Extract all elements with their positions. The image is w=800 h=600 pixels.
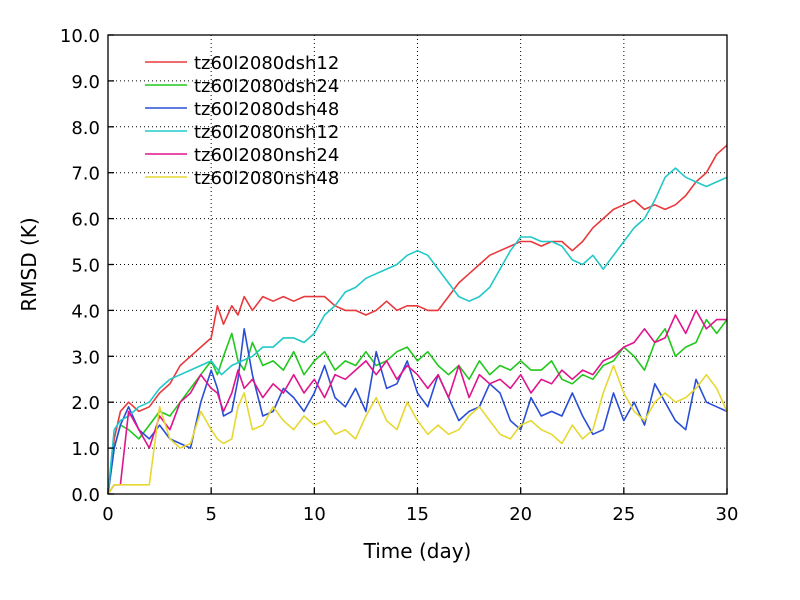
x-tick-label: 15 [406,504,429,525]
x-tick-label: 5 [205,504,216,525]
axis-ticks: 0 5 10 15 20 25 30 0.0 1.0 2.0 3.0 4.0 5.0 6.0 7.0 8.0 9… [60,26,739,525]
series-lines [107,144,728,495]
y-tick-label: 0.0 [71,485,100,506]
legend: tz60l2080dsh12tz60l2080dsh24tz60l2080dsh… [145,53,339,189]
legend-label: tz60l2080nsh24 [194,145,339,166]
legend-label: tz60l2080nsh12 [194,122,339,143]
grid [108,35,727,494]
y-tick-label: 10.0 [60,26,100,47]
series-line-tz60l2080dsh24 [107,318,728,495]
series-line-tz60l2080nsh12 [107,167,728,495]
y-tick-label: 7.0 [71,164,100,185]
series-line-tz60l2080dsh12 [107,144,728,495]
y-tick-label: 6.0 [71,210,100,231]
y-tick-label: 1.0 [71,439,100,460]
y-tick-label: 9.0 [71,72,100,93]
y-tick-label: 8.0 [71,118,100,139]
series-line-tz60l2080nsh24 [107,309,727,495]
x-tick-label: 25 [612,504,635,525]
x-axis-label: Time (day) [363,539,472,563]
y-tick-label: 4.0 [71,301,100,322]
y-tick-label: 3.0 [71,347,100,368]
x-tick-label: 20 [509,504,532,525]
y-axis-label: RMSD (K) [17,217,41,311]
x-tick-label: 10 [303,504,326,525]
legend-label: tz60l2080nsh48 [194,168,339,189]
x-tick-label: 30 [716,504,739,525]
y-tick-label: 5.0 [71,256,100,277]
legend-label: tz60l2080dsh48 [194,99,339,120]
x-tick-label: 0 [102,504,113,525]
legend-label: tz60l2080dsh24 [194,76,339,97]
series-line-tz60l2080nsh48 [107,364,728,495]
legend-label: tz60l2080dsh12 [194,53,339,74]
y-tick-label: 2.0 [71,393,100,414]
